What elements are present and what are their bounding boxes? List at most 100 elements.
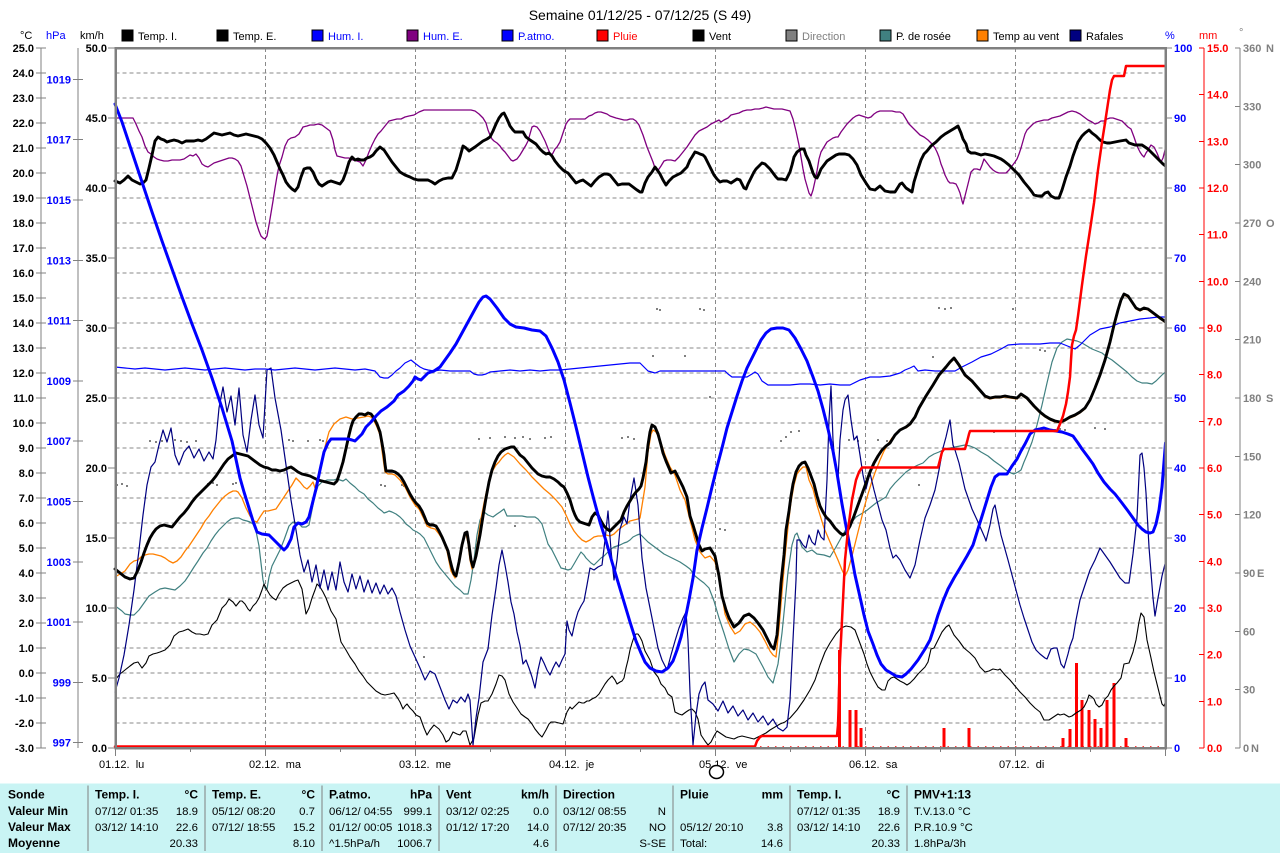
svg-text:24.0: 24.0: [13, 68, 34, 80]
svg-text:03/12/ 14:10: 03/12/ 14:10: [95, 822, 158, 834]
svg-text:8.10: 8.10: [293, 838, 315, 850]
svg-text:11.0: 11.0: [1207, 230, 1228, 242]
svg-text:0: 0: [1243, 743, 1249, 755]
svg-text:1013: 1013: [47, 255, 71, 267]
svg-text:Valeur Min: Valeur Min: [8, 804, 68, 818]
svg-text:30.0: 30.0: [86, 323, 107, 335]
svg-text:Rafales: Rafales: [1086, 31, 1124, 43]
svg-text:90: 90: [1243, 568, 1255, 580]
svg-text:7.0: 7.0: [1207, 416, 1222, 428]
svg-text:1005: 1005: [47, 497, 71, 509]
svg-text:Total:: Total:: [680, 838, 707, 850]
svg-text:18.9: 18.9: [878, 806, 900, 818]
svg-text:Sonde: Sonde: [8, 788, 45, 802]
svg-text:Pluie: Pluie: [680, 788, 709, 802]
svg-text:60: 60: [1174, 323, 1186, 335]
svg-text:15.0: 15.0: [13, 293, 34, 305]
svg-text:04.12. je: 04.12. je: [549, 759, 594, 771]
svg-text:03/12/ 08:55: 03/12/ 08:55: [563, 806, 626, 818]
svg-text:S-SE: S-SE: [639, 838, 666, 850]
svg-text:180: 180: [1243, 393, 1261, 405]
svg-text:km/h: km/h: [80, 30, 104, 42]
svg-text:03/12/ 02:25: 03/12/ 02:25: [446, 806, 509, 818]
svg-text:270: 270: [1243, 218, 1261, 230]
svg-text:16.0: 16.0: [13, 268, 34, 280]
svg-text:07/12/ 18:55: 07/12/ 18:55: [212, 822, 275, 834]
svg-text:4.0: 4.0: [1207, 556, 1222, 568]
svg-text:4.0: 4.0: [19, 568, 34, 580]
svg-text:30: 30: [1174, 533, 1186, 545]
svg-text:05/12/ 08:20: 05/12/ 08:20: [212, 806, 275, 818]
svg-text:07/12/ 01:35: 07/12/ 01:35: [797, 806, 860, 818]
svg-text:N: N: [1251, 743, 1259, 755]
svg-text:E: E: [1257, 568, 1264, 580]
svg-text:-1.0: -1.0: [15, 693, 34, 705]
svg-text:P.atmo.: P.atmo.: [518, 31, 555, 43]
svg-text:-2.0: -2.0: [15, 718, 34, 730]
svg-text:-3.0: -3.0: [15, 743, 34, 755]
svg-text:Pluie: Pluie: [613, 31, 637, 43]
svg-text:1006.7: 1006.7: [397, 838, 432, 850]
svg-text:23.0: 23.0: [13, 93, 34, 105]
svg-text:1009: 1009: [47, 376, 71, 388]
svg-text:Temp. I.: Temp. I.: [797, 788, 841, 802]
svg-text:1003: 1003: [47, 557, 71, 569]
svg-text:07.12. di: 07.12. di: [999, 759, 1044, 771]
svg-text:^1.5hPa/h: ^1.5hPa/h: [329, 838, 380, 850]
svg-text:07/12/ 20:35: 07/12/ 20:35: [563, 822, 626, 834]
svg-text:7.0: 7.0: [19, 493, 34, 505]
svg-text:19.0: 19.0: [13, 193, 34, 205]
svg-text:0: 0: [1174, 743, 1180, 755]
svg-text:Vent: Vent: [446, 788, 471, 802]
svg-text:Temp au vent: Temp au vent: [993, 31, 1059, 43]
svg-text:1001: 1001: [47, 617, 71, 629]
svg-text:70: 70: [1174, 253, 1186, 265]
svg-text:01.12. lu: 01.12. lu: [99, 759, 144, 771]
svg-text:45.0: 45.0: [86, 113, 107, 125]
svg-text:T.V.13.0 °C: T.V.13.0 °C: [914, 806, 971, 818]
svg-text:1019: 1019: [47, 74, 71, 86]
svg-text:mm: mm: [1199, 30, 1217, 42]
svg-text:km/h: km/h: [521, 788, 549, 802]
svg-text:P.R.10.9 °C: P.R.10.9 °C: [914, 822, 973, 834]
svg-text:hPa: hPa: [410, 788, 432, 802]
svg-text:150: 150: [1243, 451, 1261, 463]
svg-text:15.0: 15.0: [1207, 43, 1228, 55]
svg-text:11.0: 11.0: [13, 393, 34, 405]
svg-text:25.0: 25.0: [13, 43, 34, 55]
svg-text:120: 120: [1243, 510, 1261, 522]
svg-text:35.0: 35.0: [86, 253, 107, 265]
svg-text:Moyenne: Moyenne: [8, 836, 60, 850]
svg-text:Semaine 01/12/25 - 07/12/25 (S: Semaine 01/12/25 - 07/12/25 (S 49): [529, 7, 752, 23]
svg-text:10: 10: [1174, 673, 1186, 685]
svg-text:40: 40: [1174, 463, 1186, 475]
svg-text:hPa: hPa: [46, 30, 66, 42]
svg-text:997: 997: [53, 738, 71, 750]
svg-text:0.0: 0.0: [1207, 743, 1222, 755]
svg-text:Temp. I.: Temp. I.: [138, 31, 177, 43]
svg-text:O: O: [1266, 218, 1275, 230]
svg-text:999.1: 999.1: [403, 806, 432, 818]
svg-text:14.0: 14.0: [527, 822, 549, 834]
svg-text:N: N: [658, 806, 666, 818]
svg-text:15.2: 15.2: [293, 822, 315, 834]
svg-text:20.0: 20.0: [86, 463, 107, 475]
svg-text:°C: °C: [20, 30, 32, 42]
svg-text:S: S: [1266, 393, 1273, 405]
svg-text:2.0: 2.0: [19, 618, 34, 630]
svg-text:Direction: Direction: [563, 788, 615, 802]
svg-text:3.8: 3.8: [767, 822, 783, 834]
svg-text:50: 50: [1174, 393, 1186, 405]
svg-text:5.0: 5.0: [1207, 510, 1222, 522]
svg-text:13.0: 13.0: [13, 343, 34, 355]
svg-text:5.0: 5.0: [92, 673, 107, 685]
svg-text:14.0: 14.0: [13, 318, 34, 330]
svg-text:13.0: 13.0: [1207, 136, 1228, 148]
svg-text:0.0: 0.0: [533, 806, 549, 818]
svg-text:12.0: 12.0: [1207, 183, 1228, 195]
svg-text:360: 360: [1243, 43, 1261, 55]
svg-text:03.12. me: 03.12. me: [399, 759, 451, 771]
svg-text:°C: °C: [185, 788, 199, 802]
svg-text:03/12/ 14:10: 03/12/ 14:10: [797, 822, 860, 834]
svg-text:3.0: 3.0: [19, 593, 34, 605]
